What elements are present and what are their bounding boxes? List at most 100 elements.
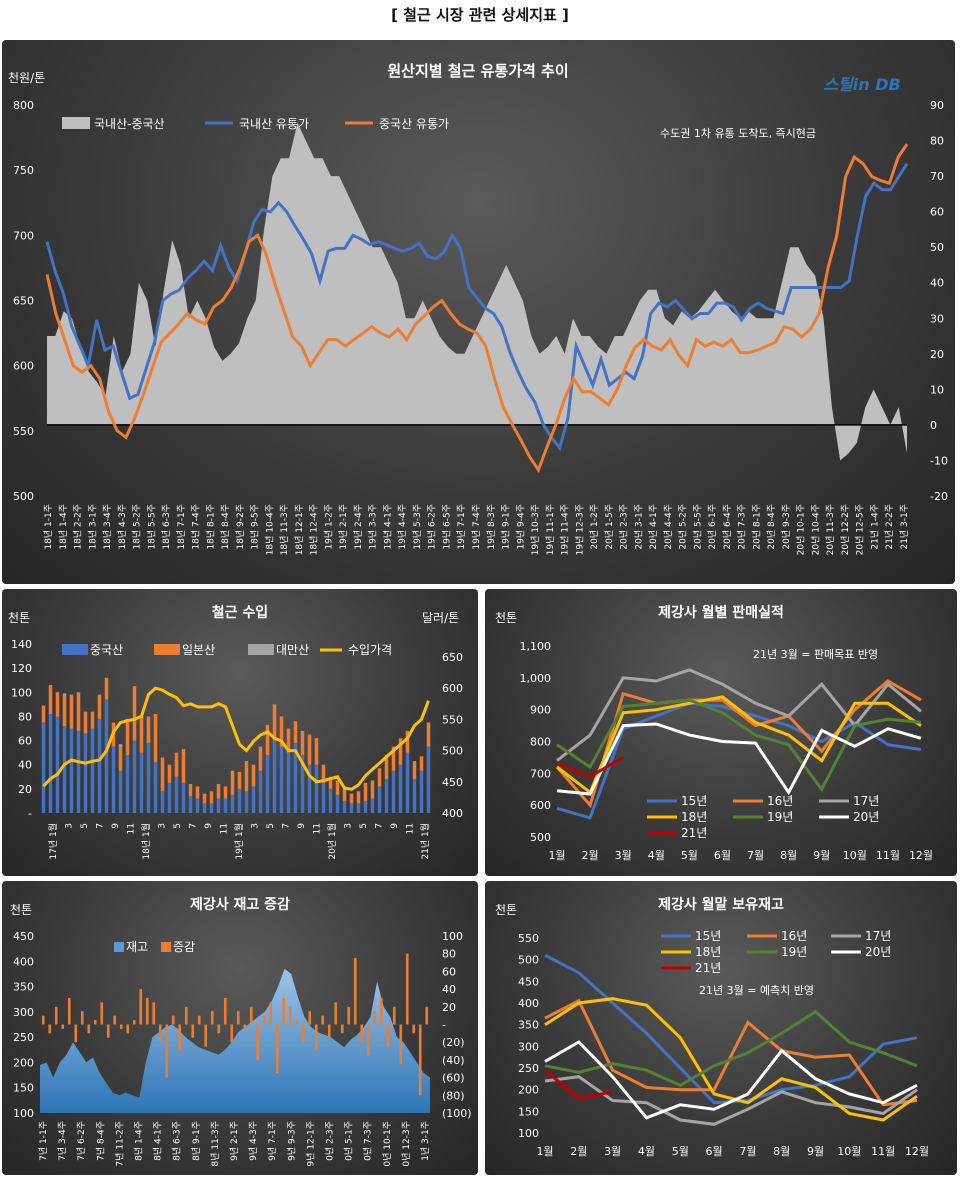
x-tick-label: 19년 2-4주: [353, 504, 364, 550]
bar-china: [412, 779, 417, 813]
x-tick-label: 20년 10-1주: [796, 504, 807, 555]
bar-japan: [174, 752, 179, 777]
x-tick-label: 19년 1월: [233, 823, 245, 860]
bar-japan: [104, 677, 109, 700]
y2-tick-label: (100): [442, 1107, 472, 1120]
legend-swatch: [248, 644, 274, 655]
y-tick-label: 550: [518, 932, 539, 945]
y-tick-label: 900: [530, 704, 551, 717]
bar-stock-change: [282, 997, 286, 1025]
bar-stock-change: [353, 958, 357, 1025]
y-tick-label: 800: [13, 99, 34, 112]
x-tick-label: 9월: [807, 1145, 824, 1158]
legend-label: 수입가격: [348, 643, 392, 657]
x-tick-label: 5: [359, 823, 369, 829]
x-tick-label: 7년 3-4주: [57, 1121, 68, 1161]
bar-stock-change: [308, 1011, 312, 1025]
y-axis-label: 천톤: [10, 902, 32, 917]
x-tick-label: 19년 10-3주: [530, 504, 541, 555]
x-tick-label: 19년 1-2주: [323, 504, 334, 550]
x-tick-label: 18년 1-4주: [58, 504, 69, 550]
y-tick-label: 100: [11, 686, 32, 699]
y2-tick-label: (40): [442, 1054, 465, 1067]
bar-japan: [146, 716, 151, 743]
bar-japan: [391, 746, 396, 771]
y-tick-label: 700: [530, 767, 551, 780]
x-tick-label: 11: [220, 823, 230, 834]
series-line-20년: [544, 1040, 918, 1120]
bar-china: [139, 752, 144, 813]
x-tick-label: 20년 1월: [326, 823, 338, 860]
y2-tick-label: -: [442, 1019, 446, 1032]
bar-china: [244, 791, 249, 813]
x-tick-label: 18년 5-2주: [132, 504, 143, 550]
bar-japan: [328, 776, 333, 789]
bar-china: [202, 803, 207, 813]
bar-stock-change: [100, 1002, 104, 1025]
legend-label: 18년: [681, 810, 707, 824]
legend-label: 19년: [767, 810, 793, 824]
x-tick-label: 18년 8-1주: [205, 504, 216, 550]
bar-china: [83, 733, 88, 813]
bar-taiwan: [118, 744, 123, 747]
series-area-price-gap: [47, 122, 907, 461]
x-tick-label: 20년 1-5주: [604, 504, 615, 550]
legend-label: 17년: [865, 929, 891, 943]
y-tick-label: 80: [18, 710, 32, 723]
y2-tick-label: (20): [442, 1036, 465, 1049]
bar-stock-change: [366, 1024, 370, 1056]
series-line-18년: [544, 997, 918, 1122]
y-tick-label: 550: [13, 425, 34, 438]
bar-china: [111, 746, 116, 813]
y2-tick-label: (80): [442, 1089, 465, 1102]
bar-stock-change: [145, 997, 149, 1025]
x-tick-label: 10월: [843, 849, 867, 862]
x-tick-label: 7년 1-1주: [38, 1121, 49, 1161]
bar-china: [223, 798, 228, 813]
bar-china: [174, 776, 179, 813]
bar-stock-change: [178, 1024, 182, 1052]
bar-china: [370, 798, 375, 813]
legend-label: 중국산: [90, 643, 123, 657]
y-tick-label: 100: [518, 1127, 539, 1140]
bar-china: [426, 746, 431, 813]
x-tick-label: 20년 11-3주: [825, 504, 836, 555]
bar-china: [272, 740, 277, 813]
y2-tick-label: 90: [930, 99, 944, 112]
bar-stock-change: [360, 1024, 364, 1043]
x-tick-label: 0년 10-1주: [382, 1121, 393, 1167]
bar-japan: [279, 716, 284, 747]
y-axis-label: 천톤: [495, 902, 517, 917]
bar-taiwan: [62, 693, 67, 696]
x-tick-label: 20년 8-1주: [751, 504, 762, 550]
bar-stock-change: [386, 1024, 390, 1047]
bar-stock-change: [217, 1024, 221, 1034]
bar-stock-change: [347, 1006, 351, 1025]
y2-tick-label: 0: [930, 419, 937, 432]
x-tick-label: 20년 6-1주: [707, 504, 718, 550]
bar-japan: [216, 784, 221, 799]
bar-china: [195, 798, 200, 813]
x-tick-label: 18년 9-2주: [235, 504, 246, 550]
x-tick-label: 2월: [570, 1145, 587, 1158]
y-tick-label: 500: [518, 954, 539, 967]
y-axis-label: 천원/톤: [8, 70, 45, 85]
bar-stock-change: [171, 1015, 175, 1025]
legend-label: 20년: [853, 810, 879, 824]
bar-china: [279, 746, 284, 813]
y-tick-label: 200: [518, 1084, 539, 1097]
chart-panel-stock-change: 제강사 재고 증감 천톤 450 400 350 300 250 200 150 100 100 80…: [2, 881, 478, 1175]
x-tick-label: 19년 8-3주: [486, 504, 497, 550]
bar-china: [125, 755, 130, 813]
bar-china: [300, 755, 305, 813]
x-tick-label: 20년 2-3주: [619, 504, 630, 550]
x-tick-label: 20년 3-1주: [633, 504, 644, 550]
x-tick-label: 19년 7-1주: [456, 504, 467, 550]
legend-swatch: [154, 644, 180, 655]
bar-japan: [384, 755, 389, 780]
y-tick-label: 300: [13, 1006, 34, 1019]
series-line-16년: [555, 679, 922, 809]
bar-china: [230, 794, 235, 813]
bar-japan: [356, 791, 361, 804]
y-tick-label: 40: [18, 759, 32, 772]
